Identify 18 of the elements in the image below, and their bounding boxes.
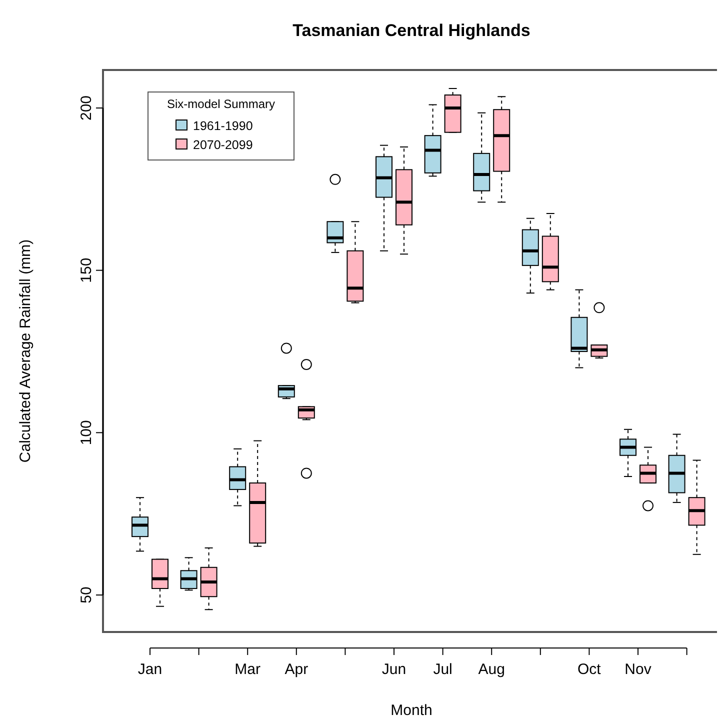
- legend-label: 2070-2099: [193, 138, 253, 152]
- legend-label: 1961-1990: [193, 119, 253, 133]
- chart-title: Tasmanian Central Highlands: [292, 21, 530, 40]
- x-tick-label: Nov: [624, 661, 652, 678]
- y-axis-title: Calculated Average Rainfall (mm): [17, 239, 34, 463]
- x-tick-label: Jul: [433, 661, 452, 678]
- legend-title: Six-model Summary: [166, 97, 276, 111]
- x-axis-title: Month: [390, 702, 432, 719]
- y-tick-label: 200: [78, 95, 95, 120]
- x-tick-label: Apr: [284, 661, 308, 678]
- x-tick-label: Aug: [478, 661, 505, 678]
- y-tick-label: 150: [78, 258, 95, 283]
- x-tick-label: Mar: [234, 661, 261, 678]
- x-tick-label: Jan: [138, 661, 162, 678]
- x-tick-label: Jun: [382, 661, 406, 678]
- y-tick-label: 100: [78, 420, 95, 446]
- x-tick-label: Oct: [578, 661, 602, 678]
- y-tick-label: 50: [78, 586, 95, 604]
